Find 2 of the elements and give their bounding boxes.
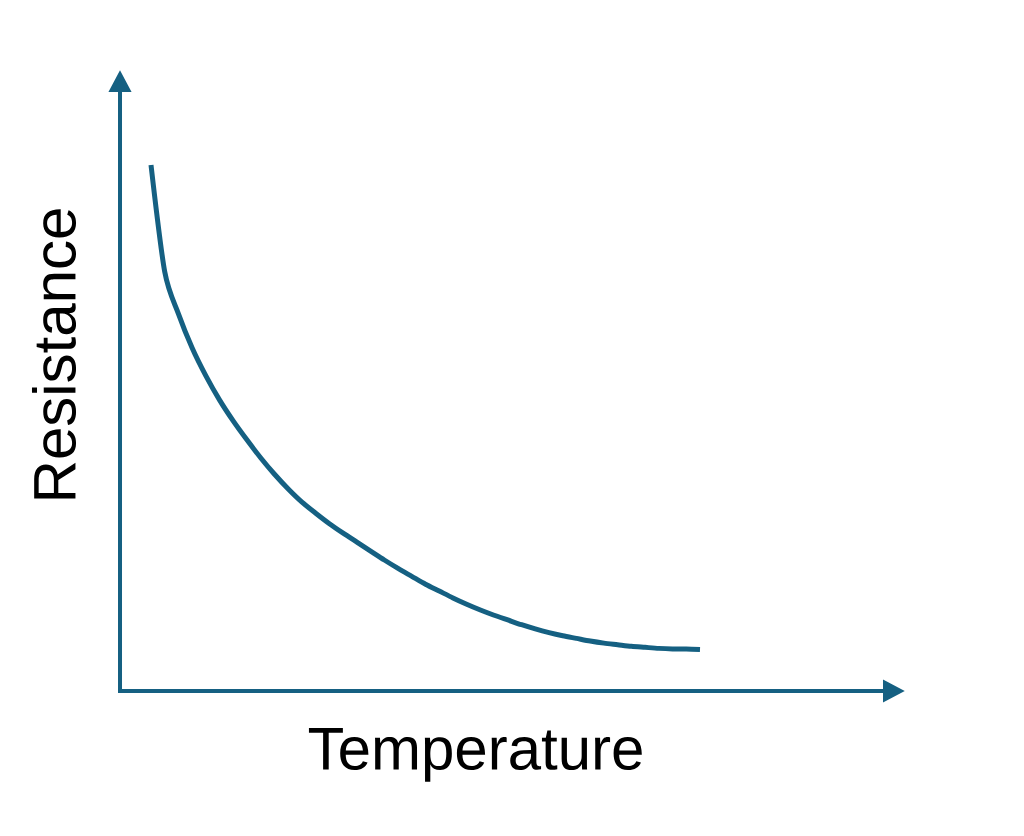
x-axis-title: Temperature bbox=[308, 728, 642, 782]
y-axis-title: Resistance bbox=[31, 209, 77, 499]
